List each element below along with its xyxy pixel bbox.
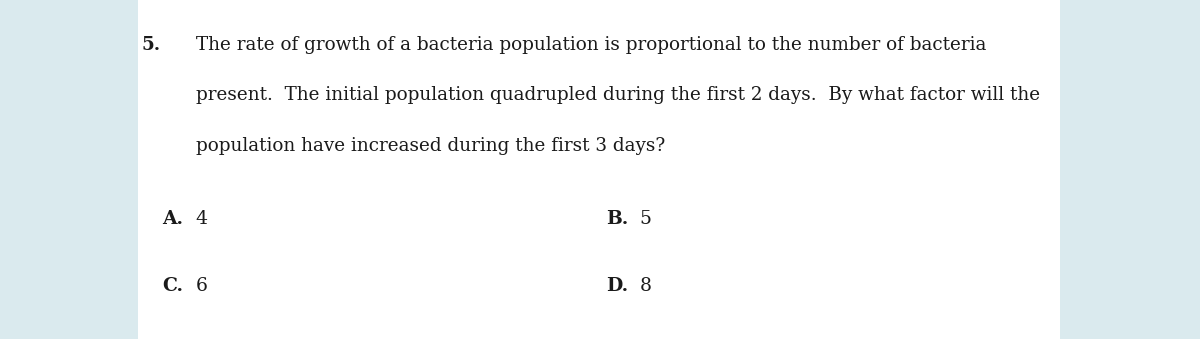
FancyBboxPatch shape (1060, 0, 1200, 339)
Text: D.: D. (606, 277, 628, 296)
Text: present.  The initial population quadrupled during the first 2 days.  By what fa: present. The initial population quadrupl… (196, 86, 1039, 104)
Text: 4: 4 (196, 210, 208, 228)
Text: 8: 8 (640, 277, 652, 296)
Text: B.: B. (606, 210, 629, 228)
FancyBboxPatch shape (0, 0, 138, 339)
Text: C.: C. (162, 277, 182, 296)
Text: 5: 5 (640, 210, 652, 228)
Text: The rate of growth of a bacteria population is proportional to the number of bac: The rate of growth of a bacteria populat… (196, 36, 986, 54)
Text: population have increased during the first 3 days?: population have increased during the fir… (196, 137, 665, 155)
Text: 6: 6 (196, 277, 208, 296)
Text: 5.: 5. (142, 36, 161, 54)
Text: A.: A. (162, 210, 182, 228)
